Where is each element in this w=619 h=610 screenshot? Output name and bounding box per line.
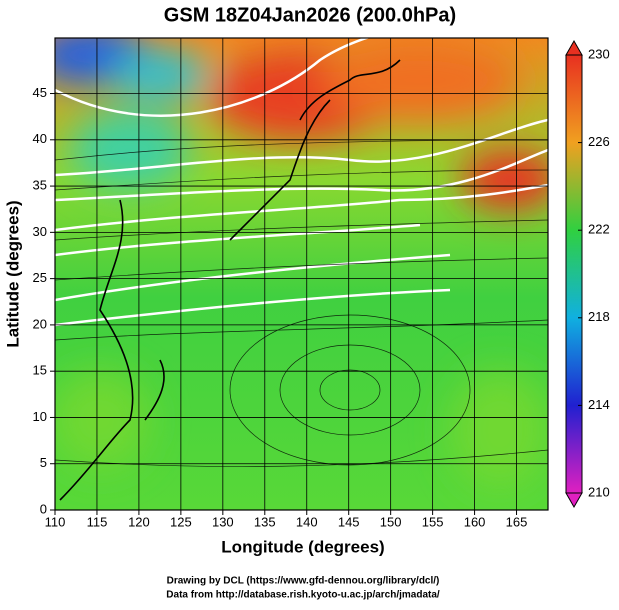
x-tick-label: 135 <box>254 514 276 529</box>
x-tick-label: 110 <box>45 514 66 529</box>
credit-line: Data from http://database.rish.kyoto-u.a… <box>166 590 440 601</box>
x-tick-label: 155 <box>422 514 444 529</box>
y-tick-label: 40 <box>33 131 47 146</box>
colorbar <box>565 54 583 494</box>
colorbar-tick-label: 226 <box>588 134 610 149</box>
y-tick-label: 25 <box>33 270 47 285</box>
y-tick-label: 5 <box>40 455 47 470</box>
x-tick-label: 165 <box>506 514 528 529</box>
x-tick-label: 120 <box>128 514 150 529</box>
colorbar-tick-label: 214 <box>588 397 610 412</box>
y-tick-label: 20 <box>33 316 47 331</box>
x-tick-label: 160 <box>464 514 486 529</box>
colorbar-top-arrow <box>565 39 583 56</box>
plot-frame <box>54 37 549 511</box>
colorbar-tick-label: 222 <box>588 222 610 237</box>
x-tick-label: 150 <box>380 514 402 529</box>
x-tick-label: 125 <box>170 514 192 529</box>
y-tick-label: 30 <box>33 224 47 239</box>
y-tick-label: 45 <box>33 85 47 100</box>
y-tick-label: 0 <box>40 501 47 516</box>
coastline <box>59 59 401 501</box>
x-tick-label: 145 <box>338 514 360 529</box>
colorbar-bottom-arrow <box>565 492 583 509</box>
field-blobs <box>55 38 548 490</box>
field <box>55 38 548 510</box>
x-tick-label: 115 <box>87 514 108 529</box>
colorbar-tick-label: 210 <box>588 484 610 499</box>
x-axis-label: Longitude (degrees) <box>221 537 384 556</box>
y-tick-label: 10 <box>33 409 47 424</box>
colorbar-tick-label: 230 <box>588 46 610 61</box>
credit-line: Drawing by DCL (https://www.gfd-dennou.o… <box>167 576 440 587</box>
y-tick-label: 15 <box>33 363 47 378</box>
title: GSM 18Z04Jan2026 (200.0hPa) <box>164 4 456 26</box>
contours <box>55 38 548 327</box>
x-tick-label: 140 <box>296 514 318 529</box>
y-tick-label: 35 <box>33 178 47 193</box>
y-axis-label: Latitude (degrees) <box>3 200 22 347</box>
colorbar-tick-label: 218 <box>588 309 610 324</box>
x-tick-label: 130 <box>212 514 234 529</box>
